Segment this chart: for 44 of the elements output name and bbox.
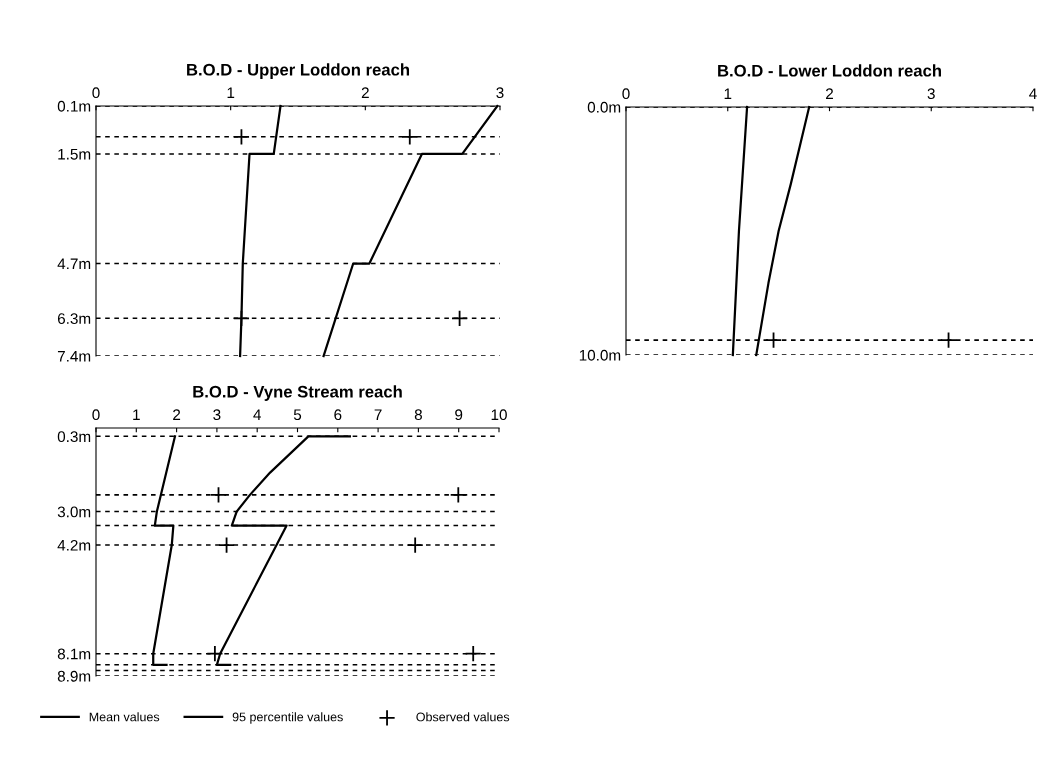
y-tick-label: 0.0m bbox=[587, 101, 621, 113]
x-tick-label: 2 bbox=[173, 409, 181, 420]
y-tick-label: 8.1m bbox=[57, 648, 91, 660]
x-tick-label: 9 bbox=[455, 409, 463, 421]
chart-title: B.O.D - Vyne Stream reach bbox=[193, 385, 402, 401]
x-tick-label: 4 bbox=[253, 409, 261, 420]
x-tick-label: 8 bbox=[414, 409, 422, 421]
y-tick-label: 4.2m bbox=[57, 539, 91, 551]
x-tick-label: 0 bbox=[622, 88, 630, 100]
x-tick-label: 3 bbox=[213, 409, 221, 421]
y-tick-label: 0.3m bbox=[57, 431, 91, 443]
x-tick-label: 5 bbox=[293, 409, 302, 421]
x-tick-label: 3 bbox=[927, 88, 935, 100]
y-tick-label: 0.1m bbox=[57, 100, 91, 112]
chart-title: B.O.D - Lower Loddon reach bbox=[718, 64, 941, 77]
x-tick-label: 1 bbox=[724, 88, 732, 99]
x-tick-label: 2 bbox=[361, 87, 369, 98]
x-tick-label: 4 bbox=[1029, 88, 1037, 99]
y-tick-label: 6.3m bbox=[57, 313, 91, 325]
y-tick-label: 7.4m bbox=[57, 351, 91, 362]
y-tick-label: 3.0m bbox=[57, 506, 91, 518]
point bbox=[206, 645, 224, 663]
point bbox=[464, 645, 482, 663]
point bbox=[406, 536, 424, 554]
x-tick-label: 6 bbox=[334, 409, 342, 421]
y-tick-label: 1.5m bbox=[58, 148, 91, 160]
legend-label: Mean values bbox=[89, 712, 160, 722]
y-tick-label: 8.9m bbox=[57, 670, 91, 682]
chart-title: B.O.D - Upper Loddon reach bbox=[187, 63, 410, 79]
x-tick-label: 7 bbox=[374, 409, 382, 420]
point bbox=[218, 536, 236, 554]
x-tick-label: 0 bbox=[92, 409, 100, 421]
x-tick-label: 1 bbox=[133, 409, 140, 420]
point bbox=[449, 486, 467, 504]
y-tick-label: 10.0m bbox=[579, 349, 621, 361]
x-tick-label: 3 bbox=[496, 87, 504, 99]
x-tick-label: 2 bbox=[826, 88, 833, 99]
point bbox=[210, 486, 228, 504]
y-tick-label: 4.7m bbox=[57, 258, 91, 270]
legend-label: 95 percentile values bbox=[232, 712, 343, 724]
x-tick-label: 0 bbox=[92, 87, 100, 99]
x-tick-label: 10 bbox=[491, 409, 507, 421]
legend-label: Observed values bbox=[416, 712, 510, 722]
x-tick-label: 1 bbox=[227, 87, 235, 98]
